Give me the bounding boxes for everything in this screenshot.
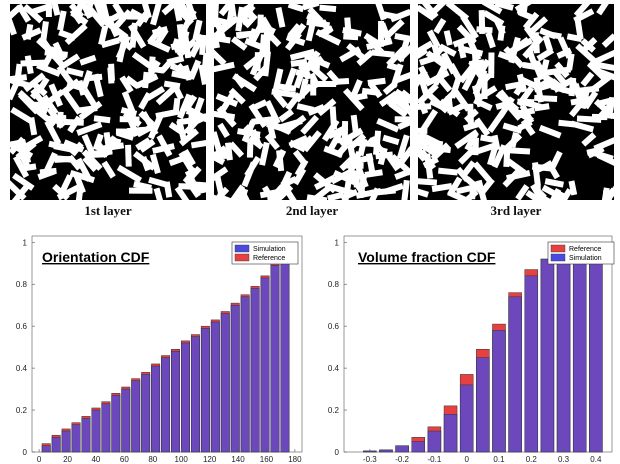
bar-simulation-6: [101, 403, 111, 453]
bar-simulation-12: [556, 248, 571, 453]
bar-simulation-17: [210, 321, 220, 453]
x-tick-label-3: 0: [464, 455, 469, 464]
bar-simulation-5: [91, 409, 101, 453]
x-tick-label-8: 160: [260, 455, 274, 464]
bar-simulation-7: [476, 357, 490, 453]
y-tick-label-1: 0.2: [16, 406, 28, 415]
x-tick-label-5: 0.2: [526, 455, 538, 464]
layer-1-label: 1st layer: [84, 203, 132, 218]
x-tick-label-2: -0.1: [428, 455, 442, 464]
bar-simulation-5: [443, 414, 458, 453]
x-tick-label-6: 0.3: [558, 455, 570, 464]
bar-simulation-13: [572, 244, 587, 453]
y-tick-label-4: 0.8: [16, 280, 28, 289]
layer-1-image: [10, 4, 206, 200]
y-tick-label-0: 0: [23, 448, 28, 457]
y-tick-label-5: 1: [23, 238, 28, 247]
bar-simulation-14: [589, 242, 603, 453]
bar-simulation-1: [51, 437, 61, 453]
x-tick-label-7: 0.4: [590, 455, 602, 464]
x-tick-label-9: 180: [288, 455, 302, 464]
bar-simulation-12: [161, 357, 171, 453]
bar-simulation-3: [71, 424, 81, 453]
x-tick-label-1: 20: [63, 455, 72, 464]
y-tick-label-3: 0.6: [16, 322, 28, 331]
bar-simulation-2: [61, 430, 71, 453]
chart-title: Volume fraction CDF: [358, 249, 496, 265]
orientation-cdf-chart: 0 0.2 0.4 0.6 0.8 1 0 20 40 60 80 100 120 140 160 180 Or…: [16, 235, 303, 464]
bar-simulation-16: [200, 328, 210, 453]
x-tick-label-4: 0.1: [493, 455, 505, 464]
bar-simulation-4: [81, 418, 91, 453]
x-tick-label-0: 0: [37, 455, 42, 464]
y-tick-label-0: 0: [335, 448, 340, 457]
layer-3-label: 3rd layer: [490, 203, 542, 218]
bar-simulation-24: [280, 250, 290, 453]
bar-simulation-21: [250, 288, 260, 453]
x-tick-label-5: 100: [175, 455, 189, 464]
bar-simulation-10: [524, 275, 539, 453]
bar-simulation-4: [427, 430, 442, 453]
microstructure-layers: [10, 4, 614, 200]
bar-simulation-20: [240, 296, 250, 453]
legend-label-reference: Reference: [569, 246, 601, 253]
bar-simulation-11: [540, 258, 555, 453]
bar-simulation-14: [181, 342, 190, 453]
volume-fraction-cdf-chart: 0 0.2 0.4 0.6 0.8 1 -0.3 -0.2 -0.1 0 0.1 0.2 0.3 0.4 V…: [328, 235, 615, 464]
chart-title: Orientation CDF: [42, 249, 150, 265]
bar-simulation-11: [151, 365, 161, 453]
bar-simulation-15: [190, 336, 200, 453]
legend-label-reference: Reference: [253, 255, 285, 262]
bar-simulation-3: [411, 441, 426, 453]
bar-simulation-9: [508, 296, 522, 453]
bar-simulation-23: [270, 265, 280, 453]
bar-simulation-22: [260, 277, 270, 453]
legend-swatch-simulation: [550, 253, 566, 262]
y-tick-label-3: 0.6: [328, 322, 340, 331]
bar-simulation-8: [492, 330, 506, 453]
x-tick-label-3: 60: [120, 455, 129, 464]
bar-simulation-6: [459, 384, 474, 453]
bar-simulation-1: [379, 449, 393, 453]
legend-swatch-simulation: [234, 244, 250, 253]
legend-swatch-reference: [550, 244, 566, 253]
layer-2-label: 2nd layer: [285, 203, 339, 218]
layer-2-image: [214, 4, 410, 200]
y-tick-label-1: 0.2: [328, 406, 340, 415]
bar-simulation-7: [111, 395, 121, 453]
bar-simulation-13: [171, 351, 180, 453]
bar-simulation-10: [141, 374, 151, 453]
layer-3-image: [418, 4, 614, 200]
legend-label-simulation: Simulation: [253, 246, 286, 253]
x-tick-label-1: -0.2: [395, 455, 409, 464]
legend-swatch-reference: [234, 253, 250, 262]
x-tick-label-6: 120: [203, 455, 217, 464]
x-tick-label-4: 80: [148, 455, 157, 464]
x-tick-label-2: 40: [91, 455, 100, 464]
bar-simulation-19: [230, 304, 240, 453]
y-tick-label-5: 1: [335, 238, 340, 247]
y-tick-label-2: 0.4: [328, 364, 340, 373]
x-tick-label-0: -0.3: [363, 455, 377, 464]
bar-simulation-0: [41, 445, 51, 453]
bar-simulation-9: [131, 380, 141, 453]
legend-label-simulation: Simulation: [569, 255, 602, 262]
y-tick-label-4: 0.8: [328, 280, 340, 289]
bar-simulation-8: [121, 388, 131, 453]
y-tick-label-2: 0.4: [16, 364, 28, 373]
bar-simulation-18: [220, 313, 230, 453]
x-tick-label-7: 140: [231, 455, 245, 464]
